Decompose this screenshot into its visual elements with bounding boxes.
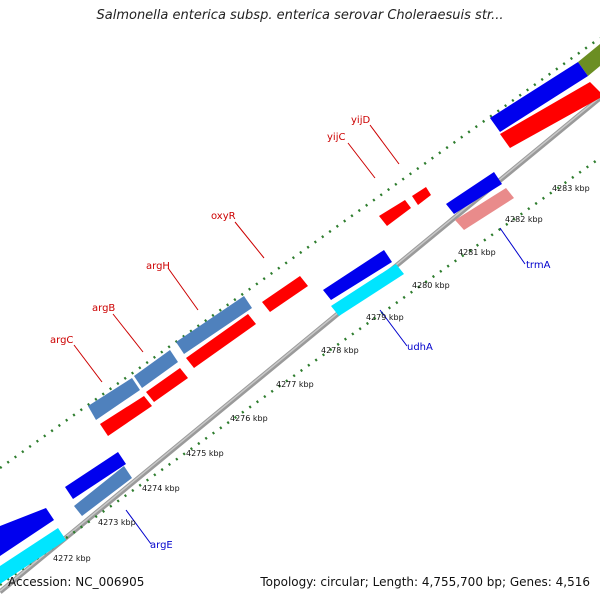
feature-bottom-blue	[0, 508, 54, 556]
map-title: Salmonella enterica subsp. enterica sero…	[96, 8, 504, 23]
feature-udhA-cyan	[331, 264, 404, 316]
gene-label-trmA[interactable]: trmA	[526, 260, 551, 271]
feature-yijC	[379, 200, 411, 226]
tick-label: 4274 kbp	[142, 484, 180, 493]
feature-yijD	[412, 187, 431, 205]
tick-label: 4279 kbp	[366, 313, 404, 322]
feature-argC-red	[100, 396, 152, 436]
feature-udhA-blue	[323, 250, 392, 300]
backbone	[0, 96, 600, 594]
gene-label-argB[interactable]: argB	[92, 303, 116, 314]
feature-trmA-pink	[455, 188, 514, 230]
feature-argH-red	[186, 314, 256, 368]
gene-label-argC[interactable]: argC	[50, 335, 74, 346]
feature-trmA-blue	[446, 172, 502, 214]
tick-label: 4278 kbp	[321, 346, 359, 355]
tick-label: 4280 kbp	[412, 281, 450, 290]
gene-label-yijC[interactable]: yijC	[327, 132, 346, 143]
gene-label-yijD[interactable]: yijD	[351, 115, 371, 126]
accession-text: Accession: NC_006905	[8, 575, 145, 589]
tick-label: 4272 kbp	[53, 554, 91, 563]
feature-argB-box	[134, 350, 178, 388]
gene-label-argE[interactable]: argE	[150, 540, 173, 551]
forward-features	[88, 44, 600, 436]
topology-summary: Topology: circular; Length: 4,755,700 bp…	[260, 575, 590, 589]
feature-blue-top	[490, 62, 588, 132]
feature-olive	[578, 44, 600, 76]
gene-label-oxyR[interactable]: oxyR	[211, 211, 236, 222]
feature-argB-red	[146, 368, 188, 402]
label-leaders	[73, 124, 526, 545]
gene-label-argH[interactable]: argH	[146, 261, 170, 272]
reverse-features	[0, 172, 514, 584]
tick-ring-inner	[0, 156, 600, 587]
tick-label: 4283 kbp	[552, 184, 590, 193]
feature-oxyR	[262, 276, 308, 312]
tick-label: 4273 kbp	[98, 518, 136, 527]
gene-label-udhA[interactable]: udhA	[407, 342, 433, 353]
tick-ring-outer	[0, 36, 600, 470]
feature-argE-box	[74, 466, 132, 516]
tick-label: 4281 kbp	[458, 248, 496, 257]
tick-label: 4275 kbp	[186, 449, 224, 458]
tick-label: 4282 kbp	[505, 215, 543, 224]
feature-bottom-cyan	[0, 528, 66, 584]
tick-label: 4277 kbp	[276, 380, 314, 389]
tick-label: 4276 kbp	[230, 414, 268, 423]
feature-red-top	[500, 82, 600, 148]
feature-argE-blue	[65, 452, 126, 499]
feature-argH-box	[176, 296, 252, 354]
feature-argC-box	[88, 378, 140, 420]
